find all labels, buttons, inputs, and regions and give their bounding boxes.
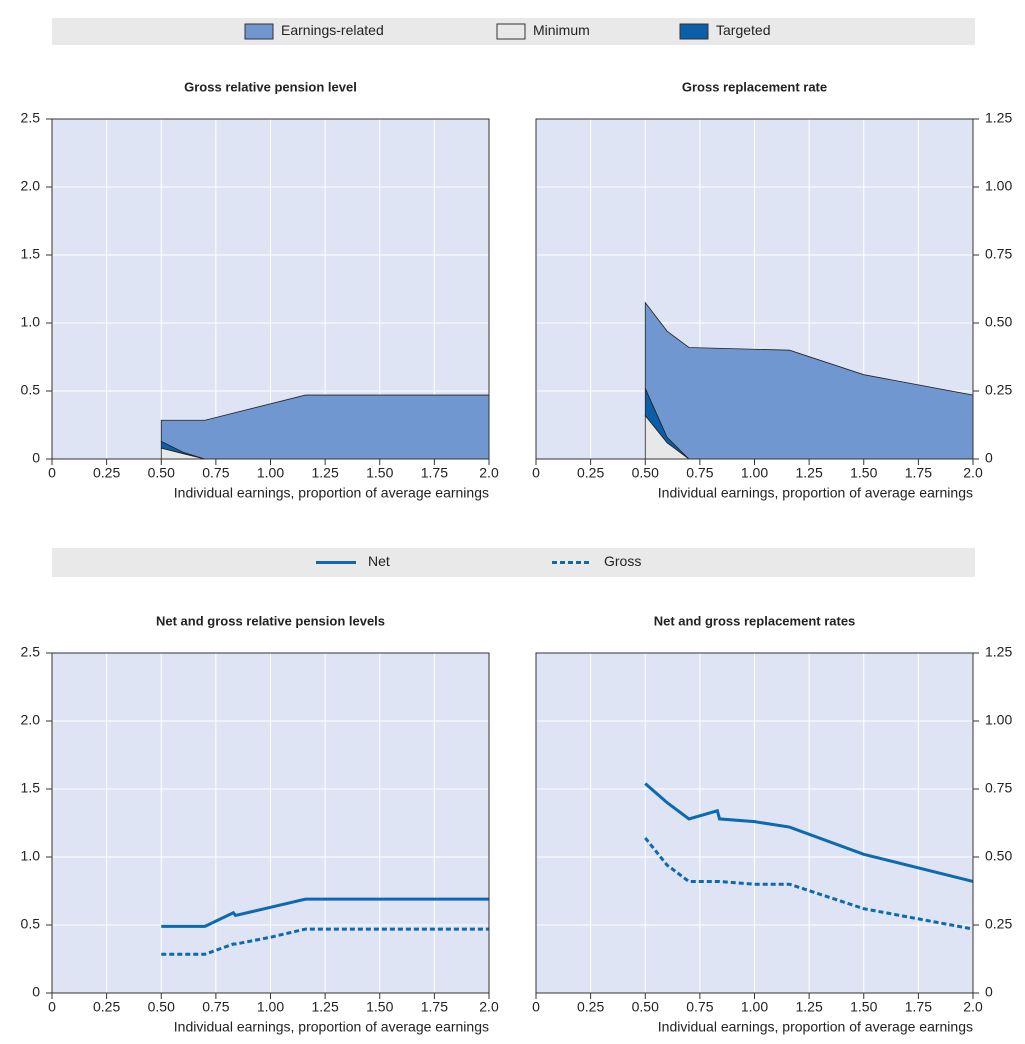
x-tick-label: 1.25 bbox=[796, 465, 823, 481]
x-tick-label: 2.0 bbox=[963, 999, 983, 1015]
legend-label: Gross bbox=[604, 553, 641, 569]
x-tick-label: 1.75 bbox=[905, 465, 932, 481]
x-axis-title: Individual earnings, proportion of avera… bbox=[174, 1019, 489, 1035]
y-tick-label: 0 bbox=[32, 984, 40, 1000]
x-tick-label: 2.0 bbox=[479, 465, 499, 481]
legend-swatch bbox=[679, 23, 709, 40]
x-axis-title: Individual earnings, proportion of avera… bbox=[174, 485, 489, 501]
x-tick-label: 0.75 bbox=[202, 999, 229, 1015]
y-tick-label: 1.5 bbox=[21, 246, 41, 262]
y-tick-label: 0.50 bbox=[985, 314, 1012, 330]
y-tick-label: 0 bbox=[32, 450, 40, 466]
x-tick-label: 0.25 bbox=[577, 465, 604, 481]
x-tick-label: 1.50 bbox=[366, 999, 393, 1015]
y-tick-label: 1.0 bbox=[21, 314, 41, 330]
x-tick-label: 0 bbox=[48, 999, 56, 1015]
plot-frame bbox=[51, 118, 490, 460]
x-tick-label: 0.75 bbox=[686, 999, 713, 1015]
y-tick-label: 2.0 bbox=[21, 712, 41, 728]
line bbox=[161, 927, 489, 956]
chart-title: Gross relative pension level bbox=[184, 79, 357, 94]
y-tick-label: 1.25 bbox=[985, 110, 1012, 126]
y-tick-label: 0.5 bbox=[21, 916, 41, 932]
x-tick-label: 0 bbox=[532, 465, 540, 481]
x-tick-label: 1.75 bbox=[421, 465, 448, 481]
chart-title: Gross replacement rate bbox=[682, 79, 827, 94]
x-tick-label: 0.75 bbox=[202, 465, 229, 481]
y-tick-label: 1.5 bbox=[21, 780, 41, 796]
x-tick-label: 0.25 bbox=[93, 999, 120, 1015]
y-tick-label: 2.5 bbox=[21, 110, 41, 126]
plot-frame bbox=[51, 652, 490, 994]
legend-bar bbox=[52, 548, 975, 577]
legend-label: Minimum bbox=[533, 22, 590, 38]
y-tick-label: 1.0 bbox=[21, 848, 41, 864]
chart-title: Net and gross replacement rates bbox=[654, 613, 856, 628]
plot-frame bbox=[535, 652, 974, 994]
y-tick-label: 0.75 bbox=[985, 780, 1012, 796]
y-tick-label: 0.50 bbox=[985, 848, 1012, 864]
x-tick-label: 0.50 bbox=[148, 465, 175, 481]
x-axis-title: Individual earnings, proportion of avera… bbox=[658, 485, 973, 501]
line bbox=[161, 897, 489, 928]
y-tick-label: 2.5 bbox=[21, 644, 41, 660]
chart-title: Net and gross relative pension levels bbox=[156, 613, 385, 628]
x-tick-label: 1.50 bbox=[366, 465, 393, 481]
x-tick-label: 0 bbox=[48, 465, 56, 481]
x-tick-label: 0.25 bbox=[93, 465, 120, 481]
x-tick-label: 1.50 bbox=[850, 465, 877, 481]
x-tick-label: 1.75 bbox=[905, 999, 932, 1015]
y-tick-label: 0 bbox=[985, 984, 993, 1000]
legend-label: Net bbox=[368, 553, 390, 569]
x-tick-label: 1.50 bbox=[850, 999, 877, 1015]
y-tick-label: 1.25 bbox=[985, 644, 1012, 660]
x-tick-label: 0.50 bbox=[632, 465, 659, 481]
line bbox=[644, 782, 974, 883]
y-tick-label: 1.00 bbox=[985, 712, 1012, 728]
y-tick-label: 0.25 bbox=[985, 916, 1012, 932]
x-tick-label: 0 bbox=[532, 999, 540, 1015]
x-tick-label: 1.00 bbox=[741, 465, 768, 481]
x-tick-label: 0.75 bbox=[686, 465, 713, 481]
y-tick-label: 0.75 bbox=[985, 246, 1012, 262]
x-tick-label: 1.25 bbox=[312, 465, 339, 481]
y-tick-label: 0.5 bbox=[21, 382, 41, 398]
x-tick-label: 1.00 bbox=[257, 999, 284, 1015]
legend-swatch bbox=[496, 23, 526, 40]
x-tick-label: 1.25 bbox=[312, 999, 339, 1015]
y-tick-label: 2.0 bbox=[21, 178, 41, 194]
legend-label: Earnings-related bbox=[281, 22, 384, 38]
x-tick-label: 1.00 bbox=[741, 999, 768, 1015]
legend-swatch bbox=[244, 23, 274, 40]
x-axis-title: Individual earnings, proportion of avera… bbox=[658, 1019, 973, 1035]
x-tick-label: 1.75 bbox=[421, 999, 448, 1015]
plot-frame bbox=[535, 118, 974, 460]
x-tick-label: 0.50 bbox=[632, 999, 659, 1015]
line bbox=[644, 837, 974, 931]
x-tick-label: 0.50 bbox=[148, 999, 175, 1015]
y-tick-label: 0 bbox=[985, 450, 993, 466]
x-tick-label: 2.0 bbox=[479, 999, 499, 1015]
x-tick-label: 2.0 bbox=[963, 465, 983, 481]
y-tick-label: 1.00 bbox=[985, 178, 1012, 194]
y-tick-label: 0.25 bbox=[985, 382, 1012, 398]
legend-label: Targeted bbox=[716, 22, 770, 38]
x-tick-label: 0.25 bbox=[577, 999, 604, 1015]
x-tick-label: 1.25 bbox=[796, 999, 823, 1015]
x-tick-label: 1.00 bbox=[257, 465, 284, 481]
